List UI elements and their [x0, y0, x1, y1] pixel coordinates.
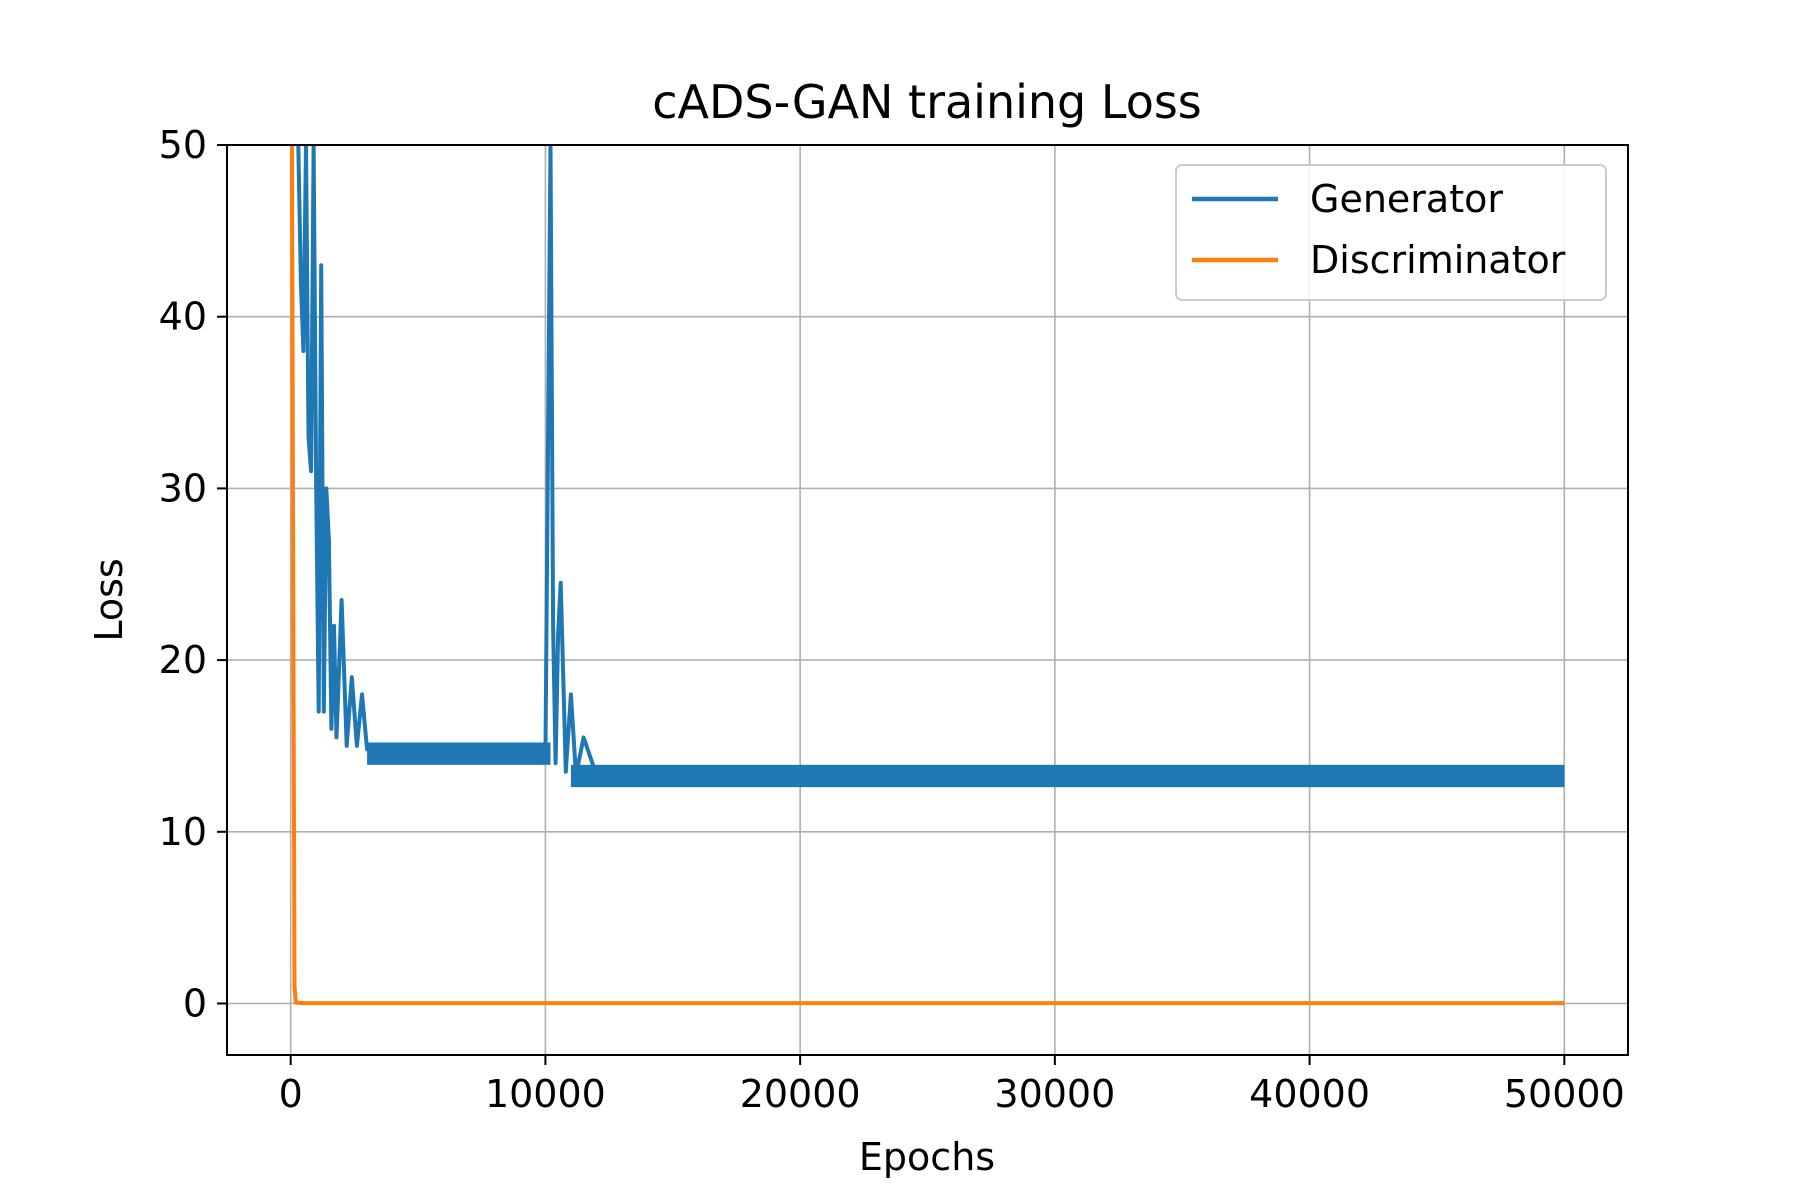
- y-axis-label: Loss: [87, 558, 131, 641]
- x-tick-label: 40000: [1249, 1072, 1370, 1116]
- legend-box: [1175, 164, 1607, 301]
- axis-ticks: 0 10000 20000 30000 40000 50000 0 10 20 30 40 50: [159, 123, 1625, 1116]
- x-tick-label: 30000: [994, 1072, 1115, 1116]
- y-tick-label: 40: [159, 295, 207, 339]
- y-tick-label: 0: [183, 981, 207, 1025]
- chart-title: cADS-GAN training Loss: [652, 75, 1202, 129]
- x-tick-label: 10000: [485, 1072, 606, 1116]
- y-tick-label: 20: [159, 638, 207, 682]
- x-axis-label: Epochs: [859, 1135, 995, 1179]
- y-tick-label: 10: [159, 810, 207, 854]
- legend-label-discriminator: Discriminator: [1310, 238, 1566, 282]
- generator-noise-band-early: [367, 742, 551, 765]
- x-tick-label: 0: [279, 1072, 303, 1116]
- legend-label-generator: Generator: [1310, 177, 1503, 221]
- y-tick-label: 30: [159, 466, 207, 510]
- legend: Generator Discriminator: [1175, 164, 1607, 301]
- plot-frame: [226, 144, 1629, 1056]
- series-layer: [289, 145, 1565, 1006]
- series-line-discriminator: [289, 145, 1565, 1006]
- x-tick-label: 20000: [740, 1072, 861, 1116]
- generator-noise-band: [570, 764, 1565, 788]
- x-tick-label: 50000: [1504, 1072, 1625, 1116]
- y-tick-label: 50: [159, 123, 207, 167]
